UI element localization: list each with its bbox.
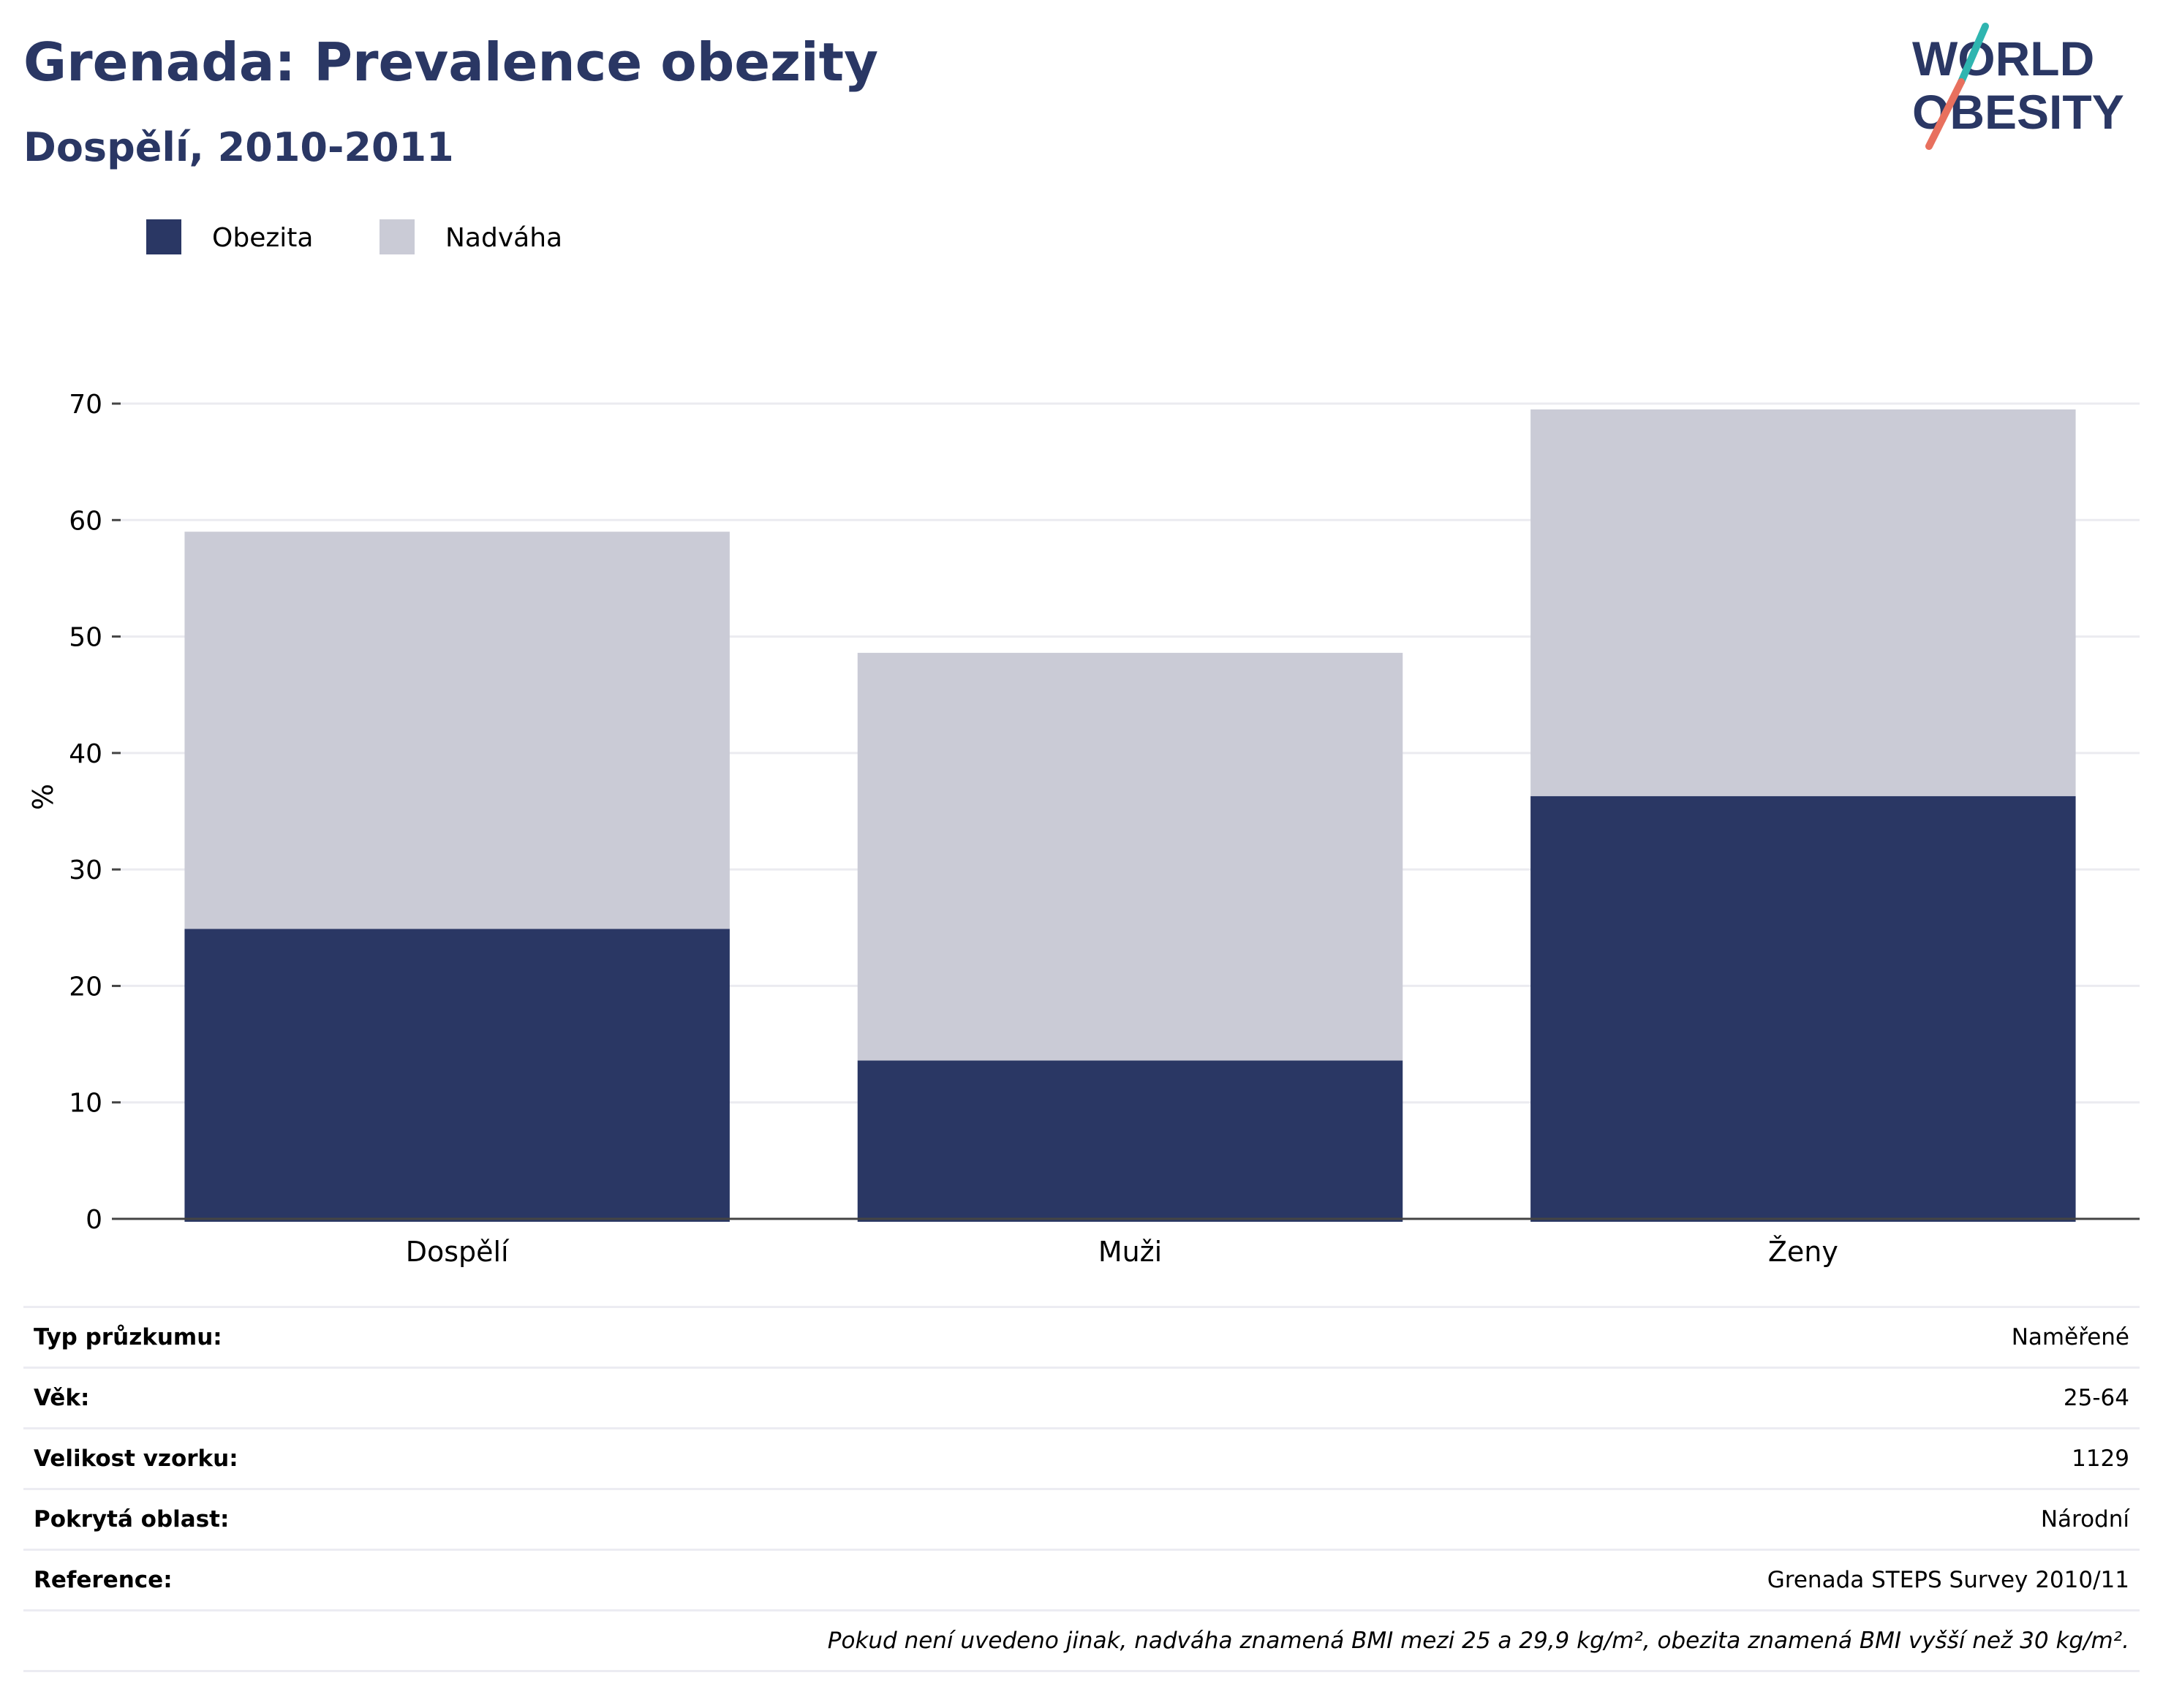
bar-Obezita-Dospělí bbox=[184, 929, 730, 1222]
y-tick-label-3: 30 bbox=[69, 855, 102, 885]
info-value: 25-64 bbox=[807, 1367, 2140, 1429]
y-tick-label-5: 50 bbox=[69, 623, 102, 653]
chart-title: Grenada: Prevalence obezity bbox=[23, 31, 879, 93]
info-label: Typ průzkumu: bbox=[23, 1306, 807, 1368]
info-label: Věk: bbox=[23, 1367, 807, 1429]
y-tick-label-2: 20 bbox=[69, 972, 102, 1002]
bar-Nadváha-Ženy bbox=[1530, 409, 2076, 796]
y-tick-label-7: 70 bbox=[69, 390, 102, 420]
x-tick-label-1: Muži bbox=[1098, 1236, 1162, 1268]
footnote: Pokud není uvedeno jinak, nadváha znamen… bbox=[23, 1609, 2140, 1672]
info-label: Pokrytá oblast: bbox=[23, 1488, 807, 1550]
legend-label-0: Obezita bbox=[212, 223, 313, 253]
legend-label-1: Nadváha bbox=[445, 223, 562, 253]
info-row: Pokrytá oblast: Národní bbox=[23, 1488, 2140, 1550]
info-row: Velikost vzorku: 1129 bbox=[23, 1427, 2140, 1489]
chart-bars bbox=[184, 409, 2076, 1222]
bar-Obezita-Muži bbox=[857, 1060, 1403, 1222]
bar-Nadváha-Dospělí bbox=[184, 532, 730, 929]
x-axis-ticks: Dospělí Muži Ženy bbox=[406, 1236, 1838, 1268]
y-tick-label-0: 0 bbox=[86, 1205, 102, 1235]
bar-Nadváha-Muži bbox=[857, 652, 1403, 1061]
svg-text:WORLD: WORLD bbox=[1912, 31, 2094, 86]
x-tick-label-0: Dospělí bbox=[406, 1236, 510, 1268]
y-axis-ticks: 0 10 20 30 40 50 60 70 bbox=[69, 390, 121, 1235]
footnote-row: Pokud není uvedeno jinak, nadváha znamen… bbox=[23, 1609, 2140, 1672]
world-obesity-logo: WORLD OBESITY bbox=[1912, 23, 2124, 150]
info-row: Reference: Grenada STEPS Survey 2010/11 bbox=[23, 1549, 2140, 1611]
info-label: Velikost vzorku: bbox=[23, 1427, 807, 1489]
survey-info-table: Typ průzkumu: Naměřené Věk: 25-64 Velikost v… bbox=[23, 1306, 2140, 1672]
chart-subtitle: Dospělí, 2010-2011 bbox=[23, 124, 454, 170]
y-tick-label-1: 10 bbox=[69, 1089, 102, 1119]
stacked-bar-chart: Obezita Nadváha 0 10 20 30 40 50 60 70 Dospělí Mu… bbox=[27, 219, 2140, 1268]
bar-Obezita-Ženy bbox=[1530, 796, 2076, 1222]
info-value: Naměřené bbox=[807, 1306, 2140, 1368]
info-label: Reference: bbox=[23, 1549, 807, 1611]
y-axis-label: % bbox=[27, 784, 59, 810]
x-tick-label-2: Ženy bbox=[1768, 1236, 1838, 1268]
legend-swatch-1 bbox=[380, 219, 415, 254]
chart-legend: Obezita Nadváha bbox=[146, 219, 562, 254]
info-row: Věk: 25-64 bbox=[23, 1367, 2140, 1429]
info-value: Národní bbox=[807, 1488, 2140, 1550]
y-tick-label-6: 60 bbox=[69, 506, 102, 536]
info-row: Typ průzkumu: Naměřené bbox=[23, 1306, 2140, 1368]
y-tick-label-4: 40 bbox=[69, 739, 102, 769]
info-value: Grenada STEPS Survey 2010/11 bbox=[807, 1549, 2140, 1611]
info-value: 1129 bbox=[807, 1427, 2140, 1489]
legend-swatch-0 bbox=[146, 219, 181, 254]
